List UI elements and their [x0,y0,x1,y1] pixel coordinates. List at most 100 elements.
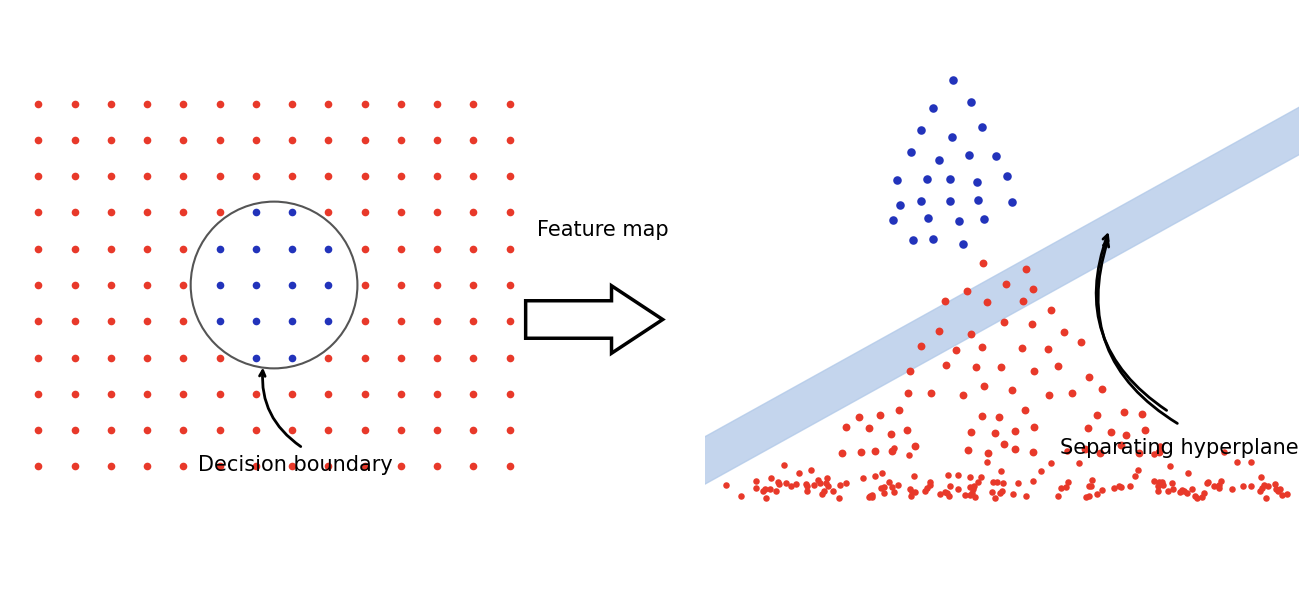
Point [804,480,825,490]
Point [889,406,910,415]
Point [959,490,980,499]
Point [1091,385,1112,394]
Point [1255,493,1276,503]
Point [972,258,993,268]
Point [1024,422,1045,431]
Point [958,150,979,160]
Point [1251,473,1272,482]
Point [1148,448,1169,457]
Point [808,475,829,485]
Point [1198,477,1219,487]
Point [1001,385,1022,395]
Point [1004,427,1024,436]
Point [953,390,974,400]
Point [960,472,981,482]
Point [966,362,987,372]
Point [1148,477,1169,487]
Point [1022,447,1043,457]
Point [920,478,941,487]
Point [831,449,852,458]
Point [1177,469,1198,478]
Point [1254,480,1275,490]
Point [1147,481,1168,491]
Point [1163,484,1184,493]
Point [1221,484,1242,494]
Point [873,488,894,498]
Point [1124,471,1144,481]
Point [812,490,833,499]
Point [1092,485,1113,494]
Point [1266,485,1287,494]
Point [1041,458,1062,467]
Point [1079,482,1100,491]
Point [972,411,993,421]
Point [1177,488,1198,498]
Point [860,491,881,500]
Point [769,479,790,488]
Point [911,341,932,351]
Point [974,214,994,224]
Point [990,488,1011,497]
Text: Decision boundary: Decision boundary [198,455,393,475]
Point [1040,305,1061,314]
Point [917,175,938,184]
Point [936,361,957,370]
Point [810,478,831,487]
Point [899,366,920,376]
Point [1129,448,1150,458]
Point [967,478,988,487]
Point [788,469,809,478]
Point [869,410,890,420]
Point [1227,457,1248,467]
Point [830,480,851,490]
Point [1056,446,1077,455]
Point [902,235,923,245]
Point [971,472,992,482]
Point [1161,478,1182,488]
Point [883,488,904,497]
Point [923,103,944,113]
Point [987,477,1007,487]
Point [1233,481,1254,490]
Point [993,317,1014,327]
Point [753,486,774,496]
Point [852,473,873,483]
Point [984,493,1005,502]
Point [756,493,776,503]
Point [1079,372,1100,382]
Point [934,487,955,497]
Point [917,214,938,223]
Point [1169,487,1190,497]
Point [897,425,917,435]
Point [1005,445,1026,454]
Point [929,489,950,499]
Point [990,362,1011,372]
Point [829,493,850,502]
Point [1214,447,1235,457]
Point [1191,493,1212,502]
Point [923,235,944,244]
Point [960,427,981,436]
Point [983,477,1004,487]
Point [1158,486,1178,496]
Point [981,487,1002,497]
Point [1128,466,1148,475]
Point [786,479,806,489]
Point [1101,428,1122,437]
Point [864,471,885,481]
Point [1120,482,1141,491]
Point [929,155,950,165]
Point [801,465,822,475]
Point [1143,476,1164,485]
Point [1131,410,1152,419]
Point [780,481,801,491]
Point [859,493,880,502]
Point [1039,391,1060,400]
Point [1007,479,1028,488]
Point [1090,448,1111,457]
Point [882,215,903,225]
Point [997,171,1018,181]
Point [881,430,902,439]
Point [937,470,958,480]
Point [1143,449,1164,459]
